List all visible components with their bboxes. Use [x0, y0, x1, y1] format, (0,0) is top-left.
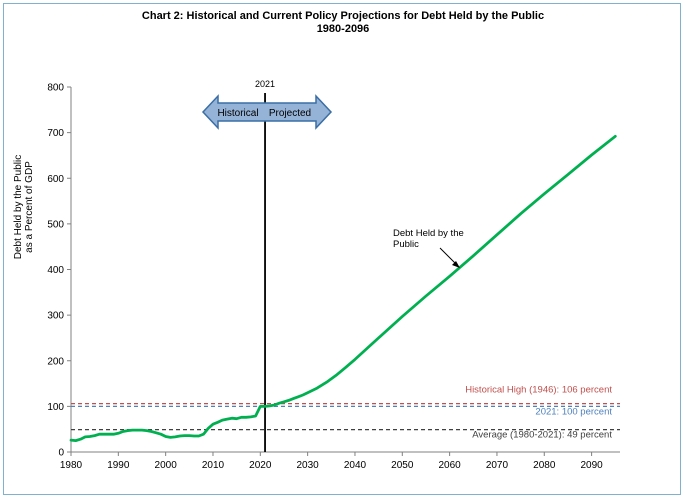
double-arrow-shape [201, 94, 333, 130]
y-tick-label: 500 [47, 219, 64, 230]
reference-lines-group: Historical High (1946): 106 percent 2021:… [71, 385, 620, 441]
x-tick-label: 2060 [438, 460, 461, 471]
x-tick-label: 2090 [580, 460, 603, 471]
y-tick-label: 100 [47, 402, 64, 413]
reference-line-label-1: Historical High (1946): 106 percent [465, 385, 612, 396]
series-group [69, 134, 617, 443]
x-tick-label: 2000 [155, 460, 178, 471]
chart-title: Chart 2: Historical and Current Policy P… [141, 10, 545, 22]
chart-subtitle: 1980-2096 [316, 23, 370, 35]
y-axis-label-line1: Debt Held by the Public [13, 155, 24, 260]
x-tick-label: 2030 [297, 460, 320, 471]
y-tick-label: 800 [47, 83, 64, 94]
arrow-label-projected: Projected [269, 108, 311, 119]
annotation-line2: Public [393, 239, 419, 250]
y-axis-label-line2: as a Percent of GDP [24, 161, 35, 253]
y-tick-label: 400 [47, 265, 64, 276]
y-tick-label: 700 [47, 128, 64, 139]
x-tick-label: 2050 [391, 460, 414, 471]
historical-projected-arrow: Historical Projected [201, 94, 333, 130]
reference-line-label-2: 2021: 100 percent [535, 406, 612, 417]
x-ticks-group: 1980 1990 2000 2010 2020 2030 2040 2050 2060 2070… [60, 452, 603, 471]
axes-group [70, 87, 620, 453]
annotation-arrow-head [452, 261, 460, 268]
x-tick-label: 1990 [107, 460, 130, 471]
x-tick-label: 1980 [60, 460, 83, 471]
y-tick-label: 600 [47, 174, 64, 185]
arrow-label-historical: Historical [217, 108, 258, 119]
y-ticks-group: 0 100 200 300 400 500 600 700 800 [47, 83, 71, 459]
chart-title-block: Chart 2: Historical and Current Policy P… [0, 10, 686, 36]
series-line-1 [69, 134, 617, 443]
divider-group: 2021 [255, 79, 275, 452]
series-annotation: Debt Held by the Public [393, 228, 464, 268]
x-tick-label: 2010 [202, 460, 225, 471]
y-tick-label: 200 [47, 356, 64, 367]
y-tick-label: 0 [58, 448, 64, 459]
divider-year-label: 2021 [255, 79, 275, 89]
chart-frame [3, 3, 681, 495]
y-tick-label: 300 [47, 311, 64, 322]
reference-line-label-3: Average (1980-2021): 49 percent [472, 430, 612, 441]
x-tick-label: 2080 [533, 460, 556, 471]
x-tick-label: 2070 [486, 460, 509, 471]
x-tick-label: 2020 [249, 460, 272, 471]
x-tick-label: 2040 [344, 460, 367, 471]
annotation-line1: Debt Held by the [393, 228, 464, 239]
